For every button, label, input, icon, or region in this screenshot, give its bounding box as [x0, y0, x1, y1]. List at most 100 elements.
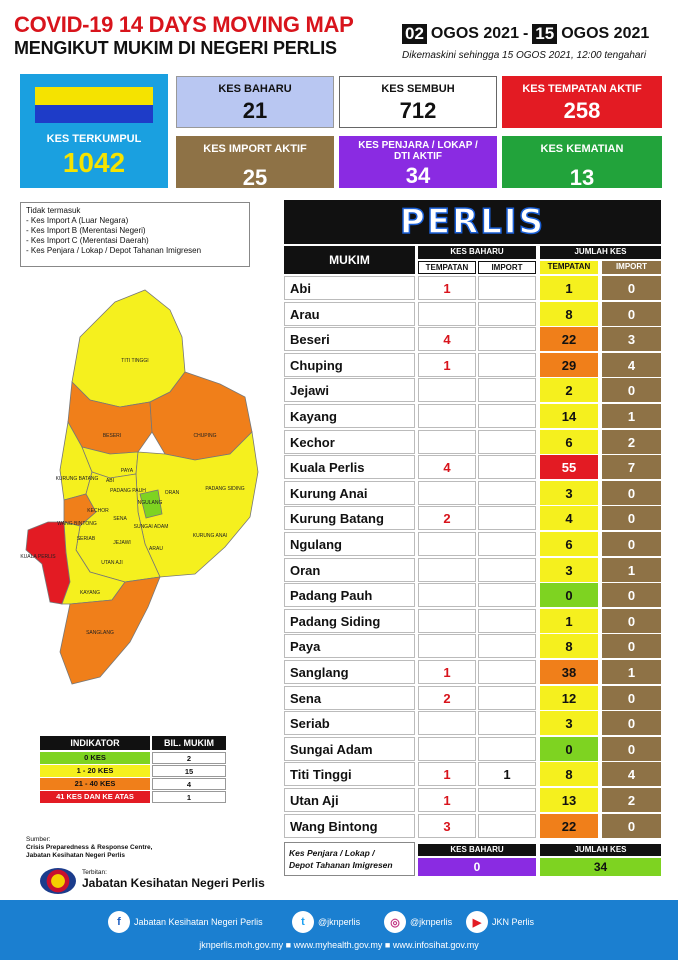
instagram-link[interactable]: ◎ @jknperlis: [384, 911, 452, 933]
facebook-link[interactable]: f Jabatan Kesihatan Negeri Perlis: [108, 911, 263, 933]
kes-baharu-import: [478, 685, 536, 710]
exclusion-notes: Tidak termasuk - Kes Import A (Luar Nega…: [20, 202, 250, 267]
jumlah-tempatan: 8: [540, 301, 598, 326]
jumlah-tempatan: 29: [540, 352, 598, 377]
website-links[interactable]: jknperlis.moh.gov.my ■ www.myhealth.gov.…: [199, 940, 479, 950]
map-label: BESERI: [103, 433, 121, 439]
instagram-label: @jknperlis: [410, 917, 453, 927]
map-label: KURUNG BATANG: [56, 476, 99, 482]
update-note: Dikemaskini sehingga 15 OGOS 2021, 12:00…: [402, 50, 647, 61]
date-start-rest: OGOS 2021: [430, 25, 519, 42]
card-kes-sembuh: KES SEMBUH 712: [339, 76, 497, 128]
jumlah-import: 2: [602, 429, 661, 454]
penjara-jk-header: JUMLAH KES: [540, 844, 661, 856]
jumlah-import: 4: [602, 762, 661, 787]
jumlah-import: 0: [602, 378, 661, 403]
table-row: Titi Tinggi 1 1 8 4: [284, 762, 661, 787]
map-region-sanglang: [59, 576, 161, 685]
jumlah-tempatan: 3: [540, 557, 598, 582]
legend-count: 2: [152, 752, 226, 764]
jumlah-import: 0: [602, 813, 661, 838]
mukim-name: Padang Pauh: [284, 583, 415, 608]
twitter-icon: t: [292, 911, 314, 933]
legend-label: 41 KES DAN KE ATAS: [40, 791, 150, 803]
source-line: Crisis Preparedness & Response Centre,: [26, 844, 153, 851]
jumlah-import: 0: [602, 685, 661, 710]
table-row: Sanglang 1 38 1: [284, 660, 661, 684]
penjara-kb-value: 0: [418, 858, 536, 876]
youtube-link[interactable]: ▶ JKN Perlis: [466, 911, 534, 933]
table-row: Kayang 14 1: [284, 404, 661, 428]
jumlah-import: 0: [602, 276, 661, 300]
jumlah-tempatan: 3: [540, 480, 598, 505]
map-label: SENA: [113, 516, 127, 522]
notes-item: - Kes Penjara / Lokap / Depot Tahanan Im…: [26, 246, 202, 255]
jumlah-tempatan: 55: [540, 455, 598, 480]
legend-table: INDIKATOR BIL. MUKIM 0 KES 2 1 - 20 KES …: [40, 736, 226, 816]
mukim-name: Wang Bintong: [284, 813, 415, 838]
jumlah-tempatan: 6: [540, 532, 598, 556]
page-title: COVID-19 14 DAYS MOVING MAP: [14, 12, 354, 37]
card-label: KES KEMATIAN: [540, 143, 624, 155]
table-header: MUKIM KES BAHARU TEMPATAN IMPORT JUMLAH …: [284, 246, 661, 274]
kes-baharu-import: [478, 455, 536, 480]
mukim-name: Kechor: [284, 429, 415, 454]
map-label: KAYANG: [80, 590, 100, 596]
map-label: PAYA: [121, 468, 134, 474]
mukim-name: Utan Aji: [284, 788, 415, 812]
instagram-icon: ◎: [384, 911, 406, 933]
mukim-name: Seriab: [284, 711, 415, 736]
map-label: KECHOR: [87, 508, 109, 514]
card-value: 712: [399, 98, 437, 123]
kes-baharu-tempatan: [418, 608, 476, 633]
notes-item: - Kes Import C (Merentasi Daerah): [26, 236, 149, 245]
card-kes-kematian: KES KEMATIAN 13: [502, 136, 662, 190]
jumlah-import: 0: [602, 736, 661, 761]
jumlah-import: 2: [602, 788, 661, 812]
mukim-name: Arau: [284, 301, 415, 326]
source-line: Sumber:: [26, 836, 51, 843]
table-row: Padang Pauh 0 0: [284, 583, 661, 608]
twitter-link[interactable]: t @jknperlis: [292, 911, 360, 933]
penjara-label-line: Depot Tahanan Imigresen: [289, 860, 393, 870]
map-label: SANGLANG: [86, 630, 114, 636]
map-label: ORAN: [165, 490, 180, 496]
date-end-rest: OGOS 2021: [561, 25, 650, 42]
kes-baharu-import: [478, 352, 536, 377]
legend-header-bil: BIL. MUKIM: [152, 736, 226, 750]
footer-bar: f Jabatan Kesihatan Negeri Perlis t @jkn…: [0, 900, 678, 960]
notes-heading: Tidak termasuk: [26, 206, 81, 215]
legend-label: 21 - 40 KES: [40, 778, 150, 790]
kes-baharu-tempatan: 1: [418, 788, 476, 812]
card-kes-penjara: KES PENJARA / LOKAP / DTI AKTIF 34: [339, 136, 497, 188]
jumlah-tempatan: 38: [540, 660, 598, 684]
notes-item: - Kes Import B (Merentasi Negeri): [26, 226, 146, 235]
mukim-name: Oran: [284, 557, 415, 582]
map-label: PADANG SIDING: [205, 486, 244, 492]
kes-baharu-import: [478, 404, 536, 428]
perlis-mukim-map: TITI TINGGI BESERI CHUPING KURUNG BATANG…: [20, 289, 259, 685]
source-line: Jabatan Kesihatan Negeri Perlis: [26, 852, 125, 859]
card-value: 13: [569, 165, 595, 190]
kes-baharu-tempatan: [418, 711, 476, 736]
mukim-name: Sungai Adam: [284, 736, 415, 761]
kes-baharu-tempatan: [418, 301, 476, 326]
jumlah-tempatan: 22: [540, 813, 598, 838]
jumlah-tempatan: 14: [540, 404, 598, 428]
date-end-day: 15: [532, 24, 558, 44]
mukim-name: Beseri: [284, 327, 415, 352]
col-kes-baharu: KES BAHARU: [418, 246, 536, 259]
jumlah-tempatan: 4: [540, 506, 598, 531]
kes-baharu-tempatan: [418, 429, 476, 454]
penjara-kb-header: KES BAHARU: [418, 844, 536, 856]
card-value: 21: [242, 98, 268, 123]
card-label: KES BAHARU: [218, 83, 292, 95]
card-kes-baharu: KES BAHARU 21: [176, 76, 334, 128]
kes-baharu-import: [478, 327, 536, 352]
kes-baharu-import: [478, 813, 536, 838]
mukim-name: Titi Tinggi: [284, 762, 415, 787]
kes-baharu-tempatan: [418, 736, 476, 761]
map-label: NGULANG: [138, 500, 163, 506]
state-banner: PERLIS: [284, 200, 661, 244]
kes-baharu-import: [478, 634, 536, 659]
